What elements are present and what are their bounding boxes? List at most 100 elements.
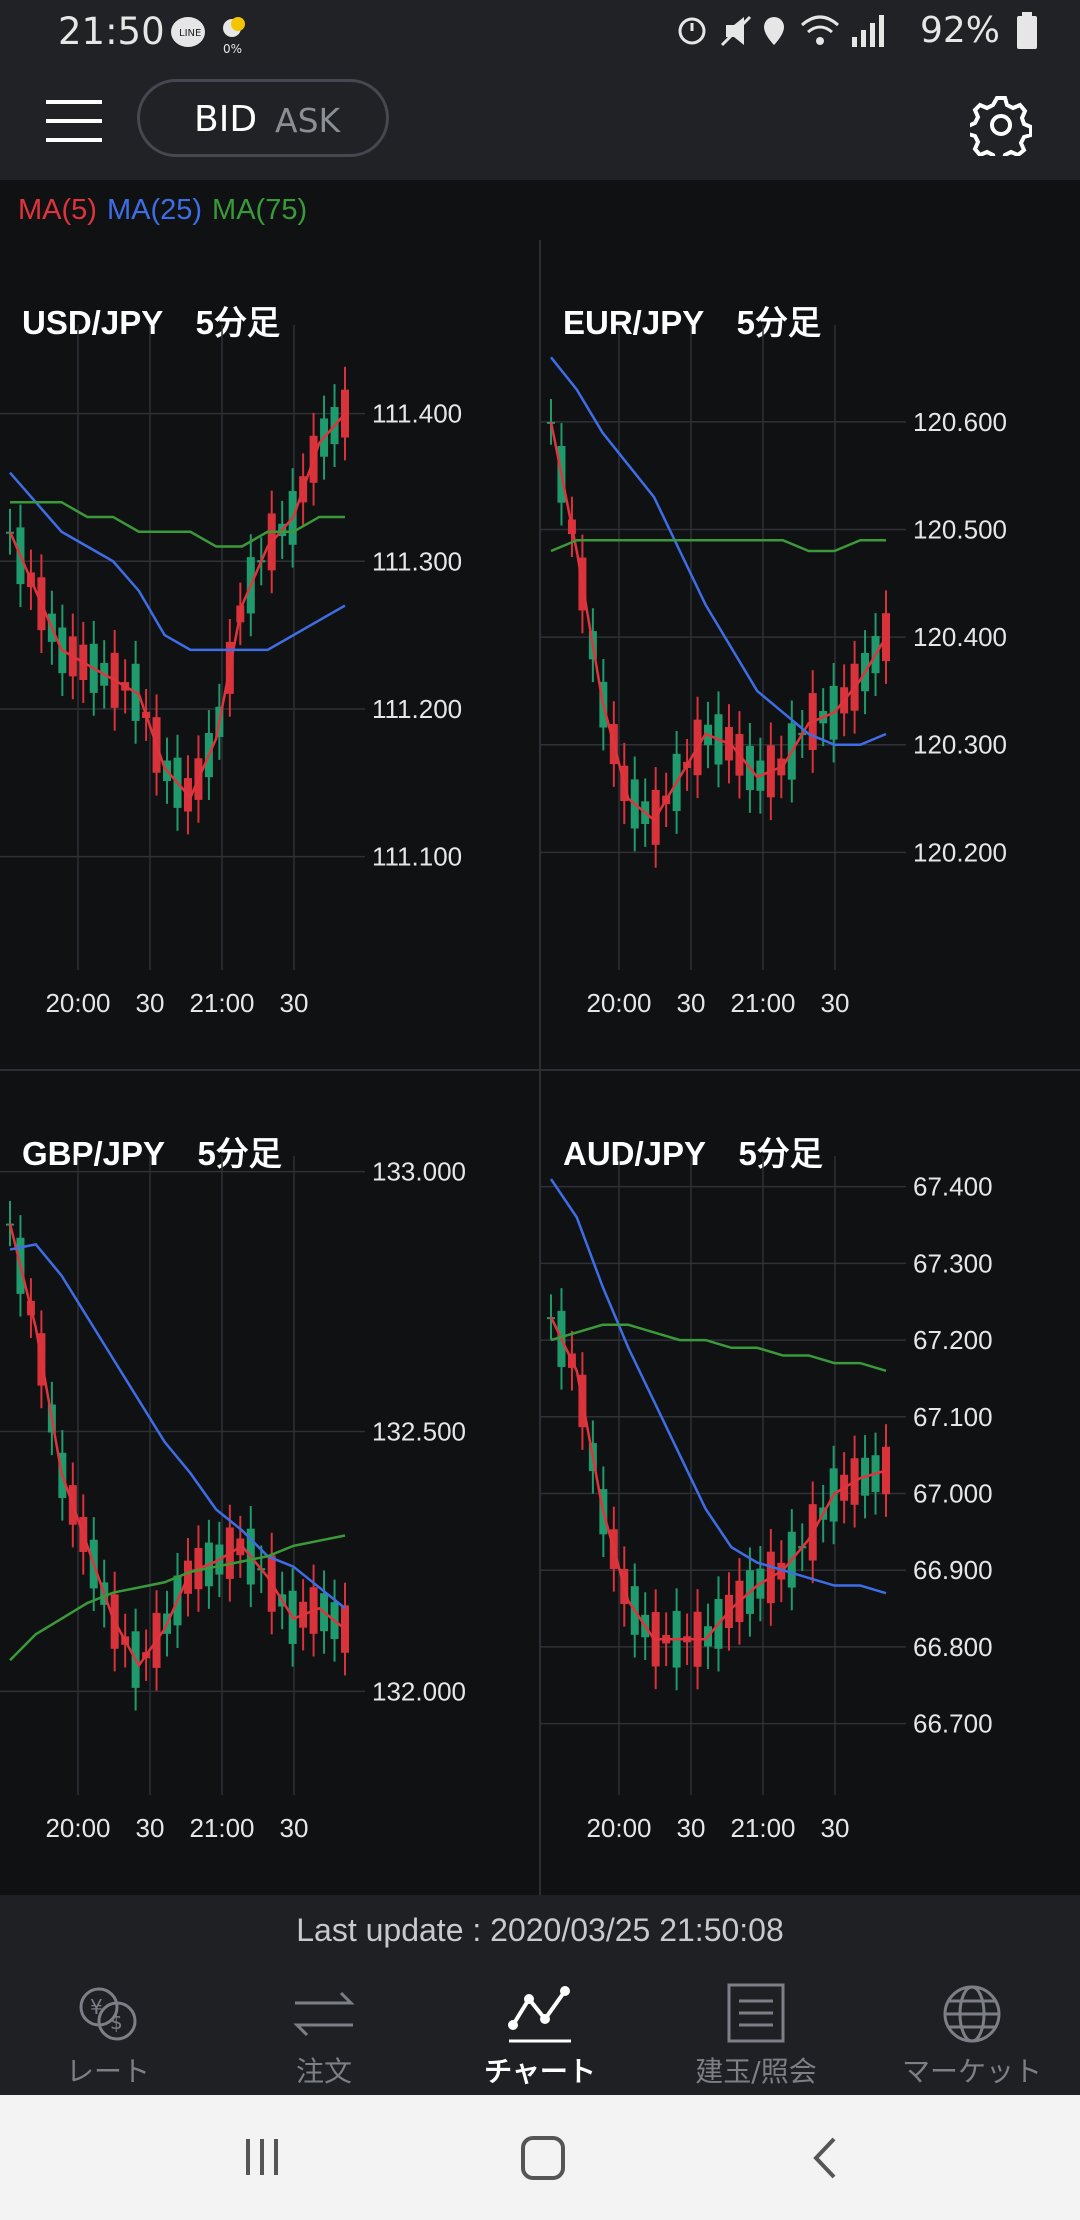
y-tick-label: 67.100 [913, 1402, 993, 1432]
status-right-icons: 92% [674, 10, 1038, 51]
chart-gbpjpy: 20:00 30 21:00 30 133.000 132.500 132.000 [0, 1156, 466, 1843]
line-app-icon: LINE 0% [171, 17, 245, 56]
series-line-ma5 [8, 1223, 346, 1668]
y-tick-label: 66.700 [913, 1709, 993, 1739]
x-tick-label: 21:00 [189, 1813, 254, 1843]
y-tick-label: 66.900 [913, 1555, 993, 1585]
x-tick-label: 21:00 [730, 988, 795, 1018]
series-line-ma75 [10, 500, 345, 548]
y-tick-label: 111.400 [372, 399, 462, 429]
series-line-ma75 [9, 1534, 346, 1662]
chart-audjpy: 20:00 30 21:00 30 67.400 67.300 67.200 67.100 67… [541, 1156, 993, 1843]
chart-icon [508, 1986, 571, 2043]
chart-usdjpy: 20:00 30 21:00 30 111.400 111.300 111.200 111.1… [0, 325, 462, 1018]
status-time: 21:50 [58, 10, 165, 53]
bottom-nav: ¥ $ レート 注文 チャート 建玉/照会 [0, 1965, 1080, 2095]
y-tick-label: 120.300 [913, 730, 1007, 760]
y-tick-label: 67.000 [913, 1479, 993, 1509]
y-tick-label: 111.100 [372, 842, 462, 872]
svg-text:LINE: LINE [179, 28, 201, 39]
ask-option[interactable]: ASK [275, 101, 341, 140]
menu-icon[interactable] [46, 100, 102, 146]
chart-eurjpy: 20:00 30 21:00 30 120.600 120.500 120.400 120.3… [541, 325, 1007, 1018]
chart-panel-eurjpy[interactable]: EUR/JPY 5分足 20:00 30 21:00 30 120.600 120.500… [541, 240, 1080, 1070]
ma-legend: MA(5) MA(25) MA(75) [18, 194, 317, 227]
chart-panel-gbpjpy[interactable]: GBP/JPY 5分足 20:00 30 21:00 30 133.000 132.500… [0, 1071, 540, 1901]
chart-panel-usdjpy[interactable]: USD/JPY 5分足 20:00 30 21:00 30 111.400 111.300… [0, 240, 540, 1070]
y-tick-label: 67.300 [913, 1248, 993, 1278]
order-icon [293, 1991, 355, 2037]
x-tick-label: 20:00 [45, 988, 110, 1018]
series-line-ma25 [549, 1178, 887, 1595]
y-tick-label: 120.200 [913, 837, 1007, 867]
y-tick-label: 132.500 [372, 1417, 466, 1447]
home-icon [521, 2136, 565, 2180]
x-tick-label: 20:00 [45, 1813, 110, 1843]
nav-market[interactable]: マーケット [864, 1965, 1080, 2095]
candle-body [341, 1605, 349, 1653]
x-tick-label: 20:00 [586, 988, 651, 1018]
chart-title: AUD/JPY 5分足 [563, 1135, 823, 1172]
x-tick-label: 30 [136, 1813, 165, 1843]
y-tick-label: 67.200 [913, 1325, 993, 1355]
y-tick-label: 133.000 [372, 1157, 466, 1187]
series-line-ma75 [550, 539, 886, 553]
chart-panel-audjpy[interactable]: AUD/JPY 5分足 20:00 30 21:00 30 67.400 67.300 67… [541, 1071, 1080, 1901]
series-line-ma5 [549, 1316, 887, 1641]
chart-title: EUR/JPY 5分足 [563, 304, 821, 341]
legend-ma5: MA(5) [18, 194, 97, 226]
battery-icon [1017, 11, 1037, 49]
x-tick-label: 21:00 [730, 1813, 795, 1843]
x-tick-label: 30 [821, 1813, 850, 1843]
recent-apps-icon [246, 2139, 278, 2175]
system-nav-bar [0, 2095, 1080, 2220]
y-tick-label: 67.400 [913, 1172, 993, 1202]
svg-text:0%: 0% [223, 42, 242, 54]
market-icon [943, 1985, 1001, 2043]
panel-divider-horizontal [0, 1069, 1080, 1071]
rate-icon: ¥ $ [79, 1987, 137, 2041]
x-tick-label: 30 [677, 988, 706, 1018]
series-line-ma25 [9, 471, 346, 652]
nav-label: 建玉/照会 [695, 2055, 817, 2088]
system-status-icons [678, 14, 884, 47]
y-tick-label: 120.600 [913, 407, 1007, 437]
x-tick-label: 20:00 [586, 1813, 651, 1843]
legend-ma75: MA(75) [212, 194, 308, 226]
nav-order[interactable]: 注文 [216, 1965, 432, 2095]
nav-label: レート [65, 2055, 150, 2088]
back-button[interactable] [810, 2135, 840, 2185]
series-line-ma5 [8, 412, 346, 800]
gear-icon[interactable] [970, 94, 1032, 156]
y-tick-label: 111.300 [372, 546, 462, 576]
x-tick-label: 30 [136, 988, 165, 1018]
y-tick-label: 111.200 [372, 694, 462, 724]
svg-text:$: $ [110, 2010, 123, 2034]
y-tick-label: 132.000 [372, 1676, 466, 1706]
back-icon [813, 2137, 836, 2179]
bid-option[interactable]: BID [194, 99, 258, 140]
app-header: BID ASK [0, 70, 1080, 180]
nav-rate[interactable]: ¥ $ レート [0, 1965, 216, 2095]
bid-ask-toggle[interactable]: BID ASK [137, 79, 389, 157]
y-tick-label: 120.400 [913, 622, 1007, 652]
series-line-ma25 [550, 356, 887, 746]
panel-divider-vertical [539, 240, 541, 1895]
status-left-icons: LINE 0% [170, 14, 260, 58]
x-tick-label: 30 [280, 1813, 309, 1843]
y-tick-label: 120.500 [913, 514, 1007, 544]
nav-label: 注文 [295, 2055, 352, 2088]
series-line-ma25 [9, 1242, 346, 1610]
nav-chart[interactable]: チャート [432, 1965, 648, 2095]
nav-label: チャート [484, 2055, 596, 2088]
last-update: Last update : 2020/03/25 21:50:08 [0, 1895, 1080, 1965]
x-tick-label: 30 [677, 1813, 706, 1843]
series-line-ma5 [549, 421, 888, 822]
home-button[interactable] [520, 2135, 566, 2185]
x-tick-label: 30 [821, 988, 850, 1018]
legend-ma25: MA(25) [106, 194, 203, 226]
nav-positions[interactable]: 建玉/照会 [648, 1965, 864, 2095]
chart-title: GBP/JPY 5分足 [22, 1135, 282, 1172]
recent-apps-button[interactable] [240, 2135, 284, 2183]
nav-label: マーケット [901, 2055, 1042, 2088]
